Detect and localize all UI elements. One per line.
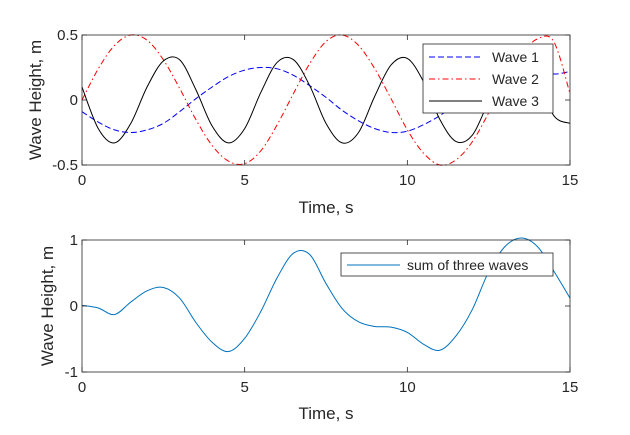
bottom-plot-xlabel: Time, s [298, 404, 353, 423]
bottom-xtick-label: 10 [399, 379, 416, 396]
top-plot-xlabel: Time, s [298, 198, 353, 217]
legend-sum-label: sum of three waves [407, 257, 528, 273]
bottom-ytick-label: -1 [65, 364, 78, 381]
top-series-line-2 [81, 34, 571, 166]
top-xtick-label: 0 [78, 172, 86, 189]
bottom-plot-ticks: 0 5 10 15-101 [65, 232, 579, 396]
legend-wave3-label: Wave 3 [492, 93, 539, 109]
top-plot-ticks: 0 5 10 15-0.500.5 [52, 27, 578, 189]
legend-wave2-label: Wave 2 [492, 71, 539, 87]
bottom-xtick-label: 5 [240, 379, 248, 396]
top-plot: 0 5 10 15-0.500.5 Time, s Wave Height, m Wa… [26, 27, 578, 217]
bottom-plot: 0 5 10 15-101 Time, s Wave Height, m sum of… [38, 232, 578, 423]
top-xtick-label: 10 [399, 172, 416, 189]
bottom-ytick-label: 0 [70, 298, 78, 315]
bottom-plot-legend: sum of three waves [340, 252, 554, 277]
top-ytick-label: -0.5 [52, 157, 78, 174]
top-xtick-label: 5 [240, 172, 248, 189]
bottom-xtick-label: 15 [562, 379, 579, 396]
top-plot-legend: Wave 1 Wave 2 Wave 3 [422, 43, 554, 114]
bottom-xtick-label: 0 [78, 379, 86, 396]
top-ytick-label: 0.5 [57, 27, 78, 44]
bottom-plot-ylabel: Wave Height, m [38, 246, 57, 366]
bottom-legend-box [340, 252, 554, 277]
top-xtick-label: 15 [562, 172, 579, 189]
bottom-ytick-label: 1 [70, 232, 78, 249]
legend-wave1-label: Wave 1 [492, 49, 539, 65]
top-plot-ylabel: Wave Height, m [26, 40, 45, 160]
top-ytick-label: 0 [70, 92, 78, 109]
